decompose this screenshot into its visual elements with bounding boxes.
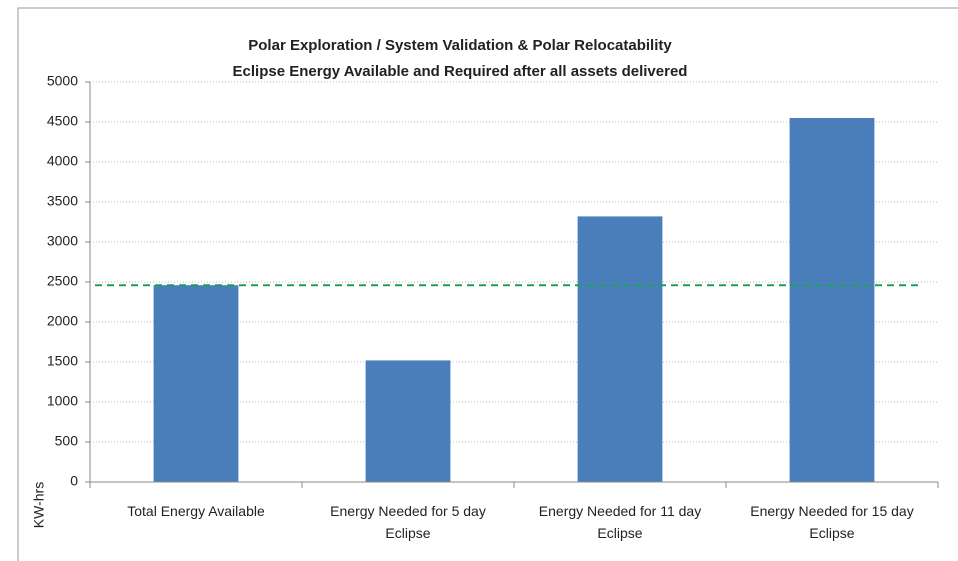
bar	[365, 360, 451, 482]
y-tick-label: 500	[55, 433, 79, 449]
chart-title: Polar Exploration / System Validation & …	[248, 37, 672, 54]
y-axis-label: KW-hrs	[31, 482, 47, 528]
chart-title: Eclipse Energy Available and Required af…	[233, 63, 688, 80]
x-tick-label: Energy Needed for 15 day Eclipse	[750, 503, 914, 541]
y-tick-label: 2500	[47, 273, 78, 289]
y-tick-label: 3500	[47, 193, 78, 209]
y-tick-label: 4000	[47, 153, 78, 169]
y-tick-label: 1000	[47, 393, 78, 409]
bar	[577, 216, 663, 482]
x-tick-label: Total Energy Available	[127, 503, 265, 519]
x-tick-label: Energy Needed for 5 day Eclipse	[330, 503, 486, 541]
y-tick-label: 1500	[47, 353, 78, 369]
bar	[789, 118, 875, 482]
y-tick-label: 5000	[47, 73, 78, 89]
bar	[153, 285, 239, 482]
y-tick-label: 4500	[47, 113, 78, 129]
y-tick-label: 2000	[47, 313, 78, 329]
chart-border	[17, 7, 958, 561]
x-tick-label: Energy Needed for 11 day Eclipse	[538, 503, 702, 541]
y-tick-label: 3000	[47, 233, 78, 249]
y-tick-label: 0	[70, 473, 78, 489]
